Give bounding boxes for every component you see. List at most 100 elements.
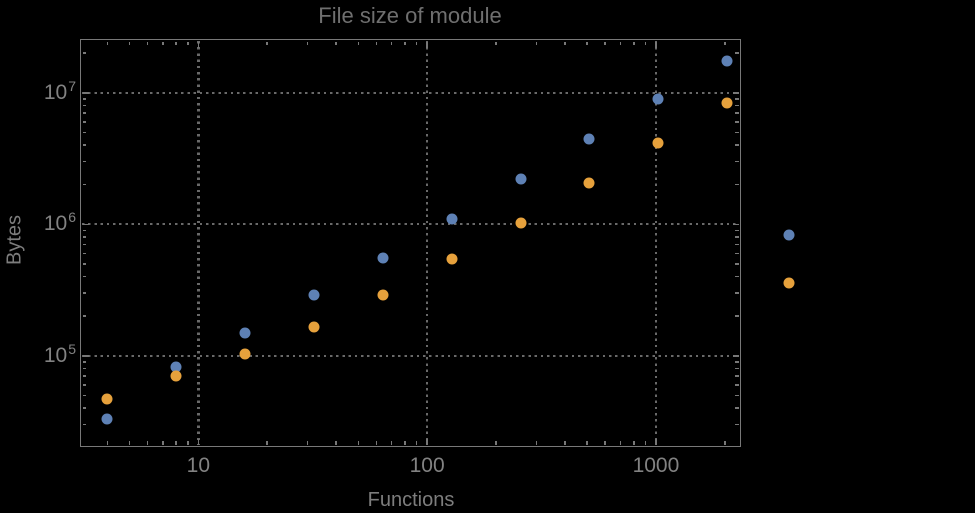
point-orange-x16 [239, 348, 251, 360]
y-tick [82, 229, 86, 232]
point-orange-x8 [170, 370, 182, 382]
x-tick [535, 41, 538, 45]
x-tick [619, 441, 622, 445]
x-tick [335, 441, 337, 445]
y-tick [82, 423, 86, 426]
x-tick [724, 441, 726, 445]
point-blue-x256 [515, 173, 527, 185]
x-axis-label: Functions [367, 489, 455, 511]
x-tick [415, 441, 418, 445]
x-tick [604, 41, 606, 45]
y-tick [735, 121, 739, 123]
x-tick [404, 41, 406, 45]
y-tick-label-10e5: 105 [43, 340, 76, 367]
point-blue-x2048 [721, 55, 733, 67]
y-tick [732, 223, 739, 226]
point-blue-x16 [239, 327, 251, 339]
x-tick [644, 41, 647, 45]
x-tick [390, 41, 393, 45]
x-tick [146, 41, 149, 45]
point-orange-x512 [583, 177, 595, 189]
y-tick [735, 375, 739, 377]
y-tick [82, 275, 86, 278]
y-tick [735, 144, 739, 146]
x-tick [266, 441, 268, 445]
x-tick [415, 41, 418, 45]
x-tick [187, 41, 189, 45]
gridline-x-10 [197, 41, 200, 445]
y-tick [82, 361, 86, 363]
y-tick [732, 355, 739, 357]
x-tick [604, 441, 606, 445]
point-orange-x2048 [721, 97, 733, 109]
y-tick [82, 394, 86, 397]
x-tick [724, 41, 726, 45]
x-tick [128, 41, 131, 45]
point-orange-x64 [377, 289, 389, 301]
x-tick [564, 441, 566, 445]
y-tick [82, 355, 89, 357]
y-tick [735, 423, 739, 426]
y-tick [82, 92, 89, 94]
y-tick [735, 104, 739, 107]
point-orange-x1024 [652, 137, 664, 149]
y-tick [735, 275, 739, 278]
y-tick [82, 243, 86, 246]
x-tick [586, 41, 588, 45]
x-tick [426, 41, 428, 48]
x-tick [106, 441, 109, 445]
x-tick [564, 41, 566, 45]
x-tick [655, 438, 657, 445]
gridline-x-100 [425, 41, 429, 445]
x-tick [633, 441, 635, 445]
x-tick [426, 438, 428, 445]
x-tick [619, 41, 622, 45]
plot-title: File size of module [318, 3, 502, 28]
y-tick [82, 144, 86, 146]
y-tick [82, 407, 86, 409]
x-tick [357, 441, 360, 445]
y-tick [82, 98, 86, 100]
y-tick [735, 52, 739, 54]
y-tick [82, 315, 86, 317]
y-tick [735, 384, 739, 386]
x-tick [128, 441, 131, 445]
x-tick-label-10: 10 [186, 454, 211, 477]
x-tick [197, 41, 200, 48]
y-tick [732, 92, 739, 94]
y-tick [735, 252, 739, 255]
y-tick [82, 375, 86, 377]
y-tick [82, 263, 86, 265]
y-tick [735, 315, 739, 317]
x-tick [586, 441, 588, 445]
gridline-y-10000000 [82, 91, 739, 94]
y-tick [82, 252, 86, 255]
y-tick [82, 160, 86, 163]
point-blue-x128 [446, 213, 458, 225]
point-orange-x3800 [783, 277, 795, 289]
y-tick-label-10e7: 107 [43, 77, 76, 104]
x-tick [495, 41, 497, 45]
y-tick [82, 223, 89, 226]
y-tick [82, 384, 86, 386]
x-tick [335, 41, 337, 45]
y-tick [735, 394, 739, 397]
y-tick [735, 112, 739, 114]
y-tick [82, 292, 86, 294]
gridline-y-100000 [82, 354, 739, 357]
y-tick [82, 367, 86, 370]
point-blue-x1024 [652, 93, 664, 105]
gridline-x-1000 [654, 41, 658, 445]
point-blue-x512 [583, 133, 595, 145]
y-tick [735, 407, 739, 409]
y-tick [735, 236, 739, 238]
x-tick [266, 41, 268, 45]
x-tick [175, 441, 177, 445]
x-tick-label-1000: 1000 [632, 454, 680, 477]
x-tick [644, 441, 647, 445]
point-orange-x128 [446, 253, 458, 265]
x-tick [390, 441, 393, 445]
point-blue-x32 [308, 289, 320, 301]
point-orange-x4 [101, 393, 113, 405]
